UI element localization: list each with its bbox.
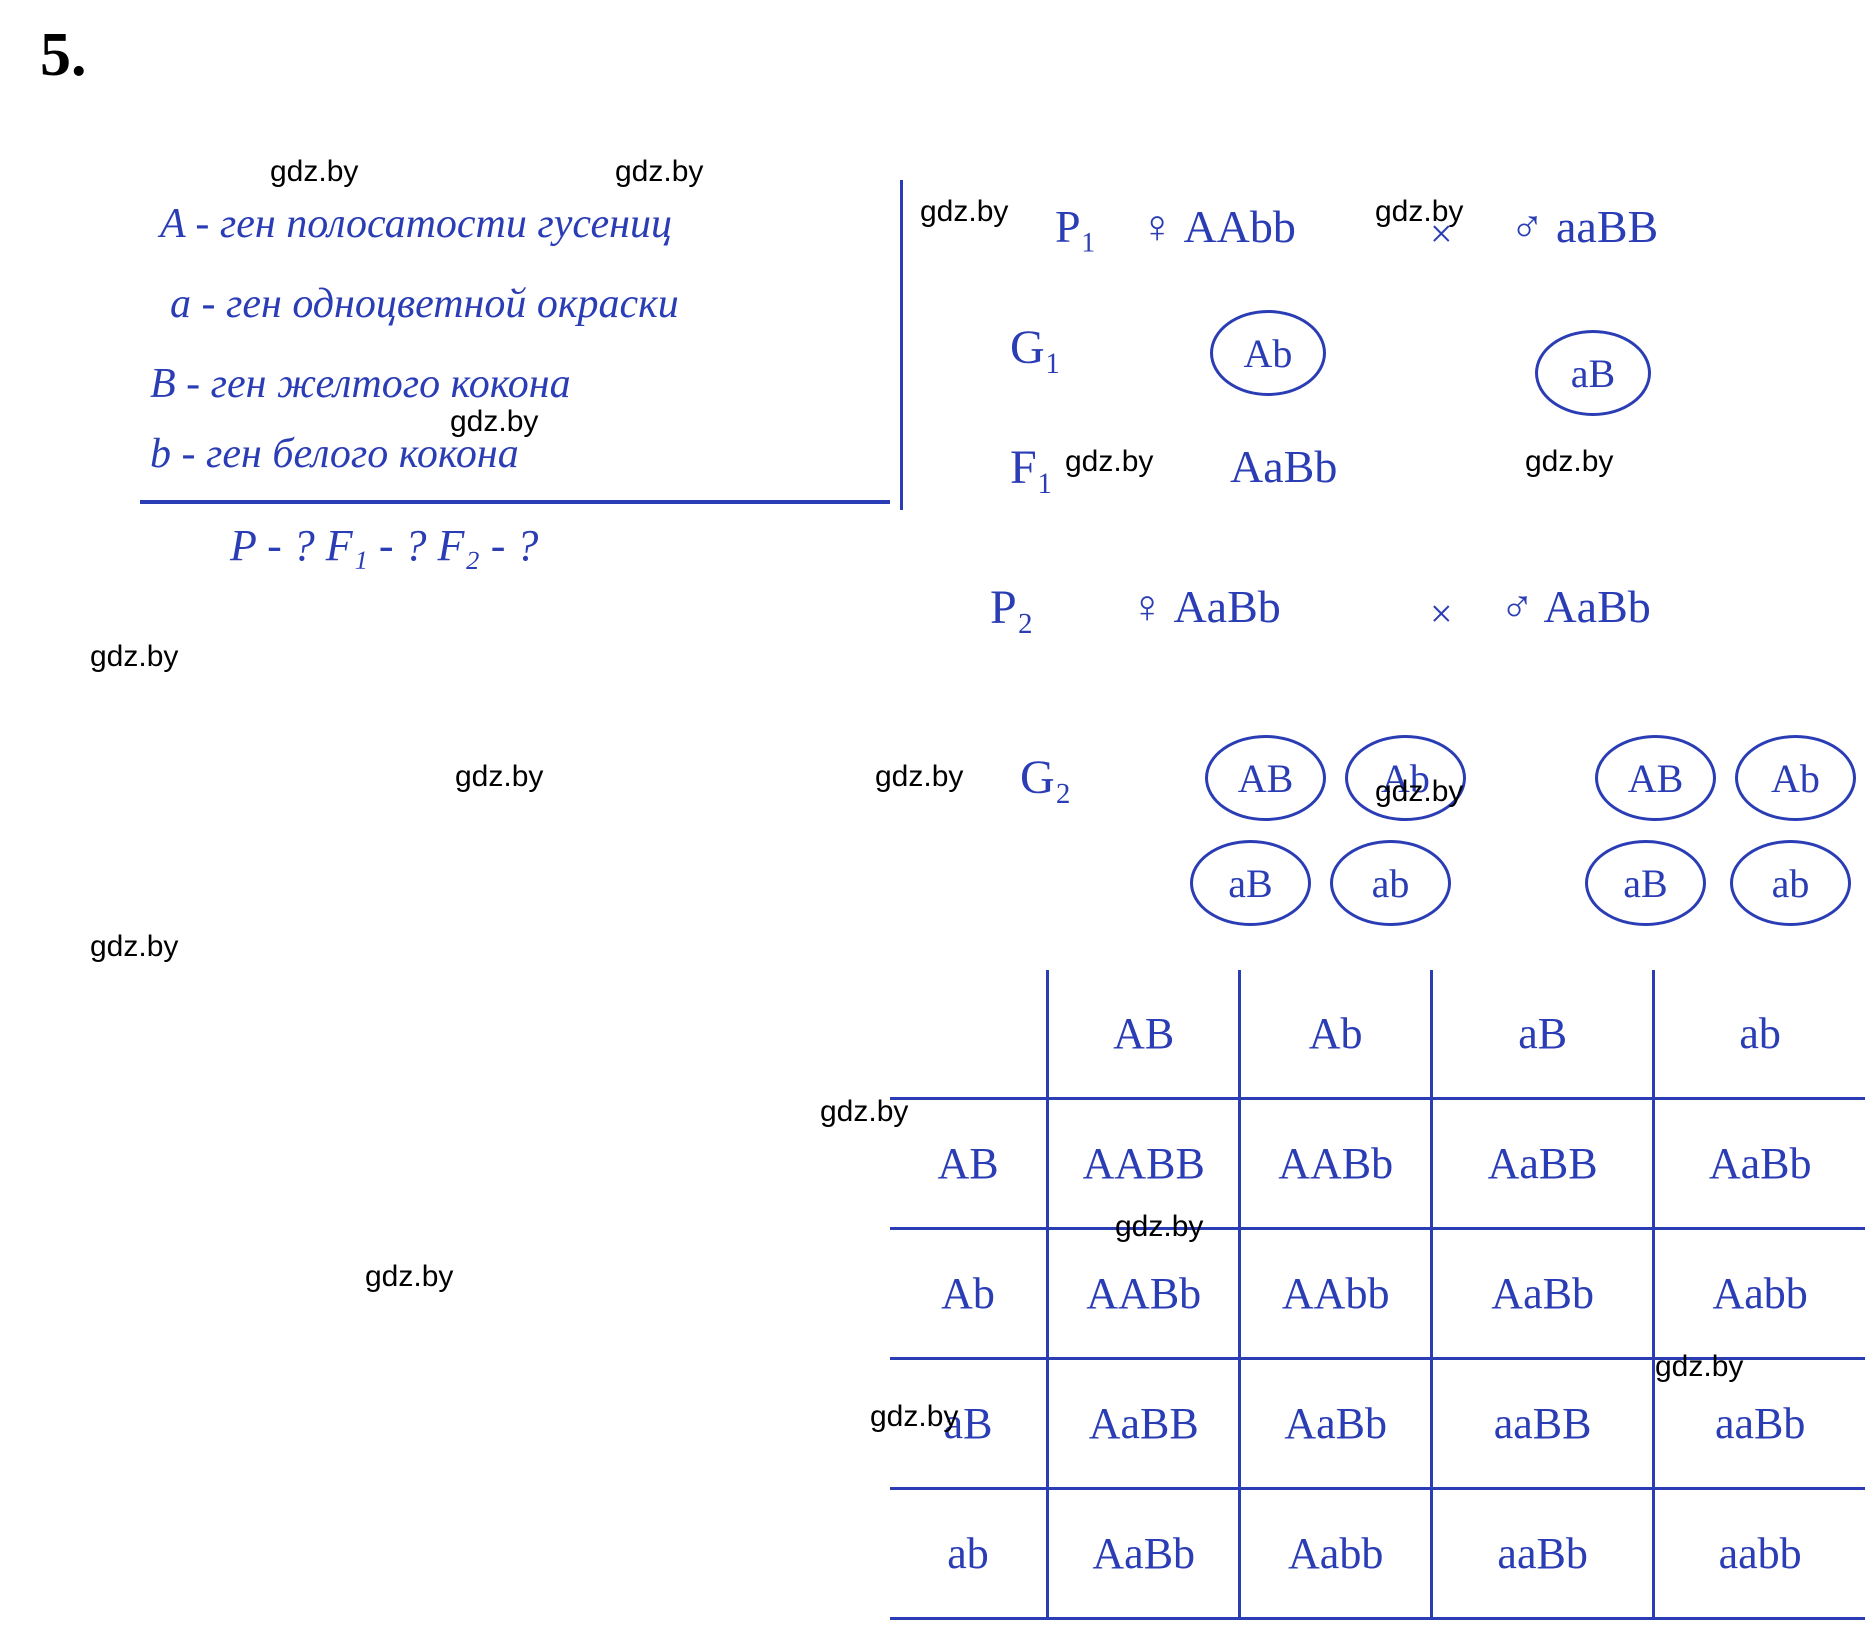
- g2-gamete-r2-1: aB: [1190, 840, 1311, 926]
- g2-label: G₂: [1020, 750, 1071, 805]
- table-cell: AaBB: [1431, 1099, 1653, 1229]
- table-cell: ab: [890, 1489, 1048, 1619]
- g2-gamete-r2-2: ab: [1330, 840, 1451, 926]
- table-cell: AABb: [1048, 1229, 1240, 1359]
- table-cell: AAbb: [1240, 1229, 1432, 1359]
- p1-male: ♂ aaBB: [1510, 200, 1658, 253]
- g2-gamete-r2-3: aB: [1585, 840, 1706, 926]
- table-cell: AaBb: [1240, 1359, 1432, 1489]
- legend-divider: [140, 500, 890, 504]
- gamete-text: AB: [1628, 755, 1684, 802]
- gamete-text: AB: [1238, 755, 1294, 802]
- table-cell: ab: [1654, 970, 1865, 1099]
- p2-cross: ×: [1430, 590, 1453, 637]
- g2-gamete-r1-1: AB: [1205, 735, 1326, 821]
- watermark: gdz.by: [870, 1400, 958, 1434]
- legend-line-1: A - ген полосатости гусениц: [160, 200, 672, 248]
- gamete-text: ab: [1372, 860, 1410, 907]
- table-cell: aabb: [1654, 1489, 1865, 1619]
- table-cell: AABb: [1240, 1099, 1432, 1229]
- gamete-text: Ab: [1771, 755, 1820, 802]
- gamete-text: aB: [1571, 350, 1615, 397]
- gamete-text: aB: [1228, 860, 1272, 907]
- table-row: ab AaBb Aabb aaBb aabb: [890, 1489, 1865, 1619]
- f1-value: AaBb: [1230, 440, 1337, 493]
- p2-male: ♂ AaBb: [1500, 580, 1651, 633]
- legend-line-3: B - ген желтого кокона: [150, 360, 571, 408]
- watermark: gdz.by: [820, 1095, 908, 1129]
- watermark: gdz.by: [920, 195, 1008, 229]
- watermark: gdz.by: [1655, 1350, 1743, 1384]
- table-cell: AaBb: [1654, 1099, 1865, 1229]
- watermark: gdz.by: [1375, 195, 1463, 229]
- watermark: gdz.by: [365, 1260, 453, 1294]
- watermark: gdz.by: [875, 760, 963, 794]
- legend-line-2: a - ген одноцветной окраски: [170, 280, 679, 328]
- watermark: gdz.by: [1115, 1210, 1203, 1244]
- watermark: gdz.by: [450, 405, 538, 439]
- gamete-text: ab: [1772, 860, 1810, 907]
- watermark: gdz.by: [455, 760, 543, 794]
- legend-vertical-divider: [900, 180, 903, 510]
- watermark: gdz.by: [1065, 445, 1153, 479]
- problem-number: 5.: [40, 20, 87, 91]
- table-cell: AABB: [1048, 1099, 1240, 1229]
- table-cell: AaBb: [1431, 1229, 1653, 1359]
- gamete-text: aB: [1623, 860, 1667, 907]
- question-line: P - ? F₁ - ? F₂ - ?: [230, 520, 538, 571]
- table-row: Ab AABb AAbb AaBb Aabb: [890, 1229, 1865, 1359]
- table-cell: aB: [1431, 970, 1653, 1099]
- p1-female: ♀ AAbb: [1140, 200, 1296, 253]
- table-cell: Ab: [1240, 970, 1432, 1099]
- p2-label: P₂: [990, 580, 1033, 635]
- f1-label: F₁: [1010, 440, 1053, 495]
- watermark: gdz.by: [1525, 445, 1613, 479]
- g1-gamete-1: Ab: [1210, 310, 1326, 396]
- gamete-text: Ab: [1244, 330, 1293, 377]
- g1-label: G₁: [1010, 320, 1061, 375]
- table-cell: aaBb: [1431, 1489, 1653, 1619]
- watermark: gdz.by: [270, 155, 358, 189]
- p1-label: P₁: [1055, 200, 1097, 253]
- watermark: gdz.by: [90, 930, 178, 964]
- punnett-square: AB Ab aB ab AB AABB AABb AaBB AaBb Ab AA…: [890, 970, 1865, 1620]
- table-row: AB AABB AABb AaBB AaBb: [890, 1099, 1865, 1229]
- g1-gamete-2: aB: [1535, 330, 1651, 416]
- table-cell: aaBB: [1431, 1359, 1653, 1489]
- g2-gamete-r1-4: Ab: [1735, 735, 1856, 821]
- table-row: AB Ab aB ab: [890, 970, 1865, 1099]
- g2-gamete-r1-3: AB: [1595, 735, 1716, 821]
- table-cell: Aabb: [1654, 1229, 1865, 1359]
- table-cell: [890, 970, 1048, 1099]
- watermark: gdz.by: [1375, 775, 1463, 809]
- g2-gamete-r2-4: ab: [1730, 840, 1851, 926]
- table-cell: AB: [890, 1099, 1048, 1229]
- table-cell: Ab: [890, 1229, 1048, 1359]
- watermark: gdz.by: [90, 640, 178, 674]
- table-cell: AB: [1048, 970, 1240, 1099]
- table-cell: Aabb: [1240, 1489, 1432, 1619]
- p2-female: ♀ AaBb: [1130, 580, 1281, 633]
- watermark: gdz.by: [615, 155, 703, 189]
- table-cell: AaBB: [1048, 1359, 1240, 1489]
- table-cell: AaBb: [1048, 1489, 1240, 1619]
